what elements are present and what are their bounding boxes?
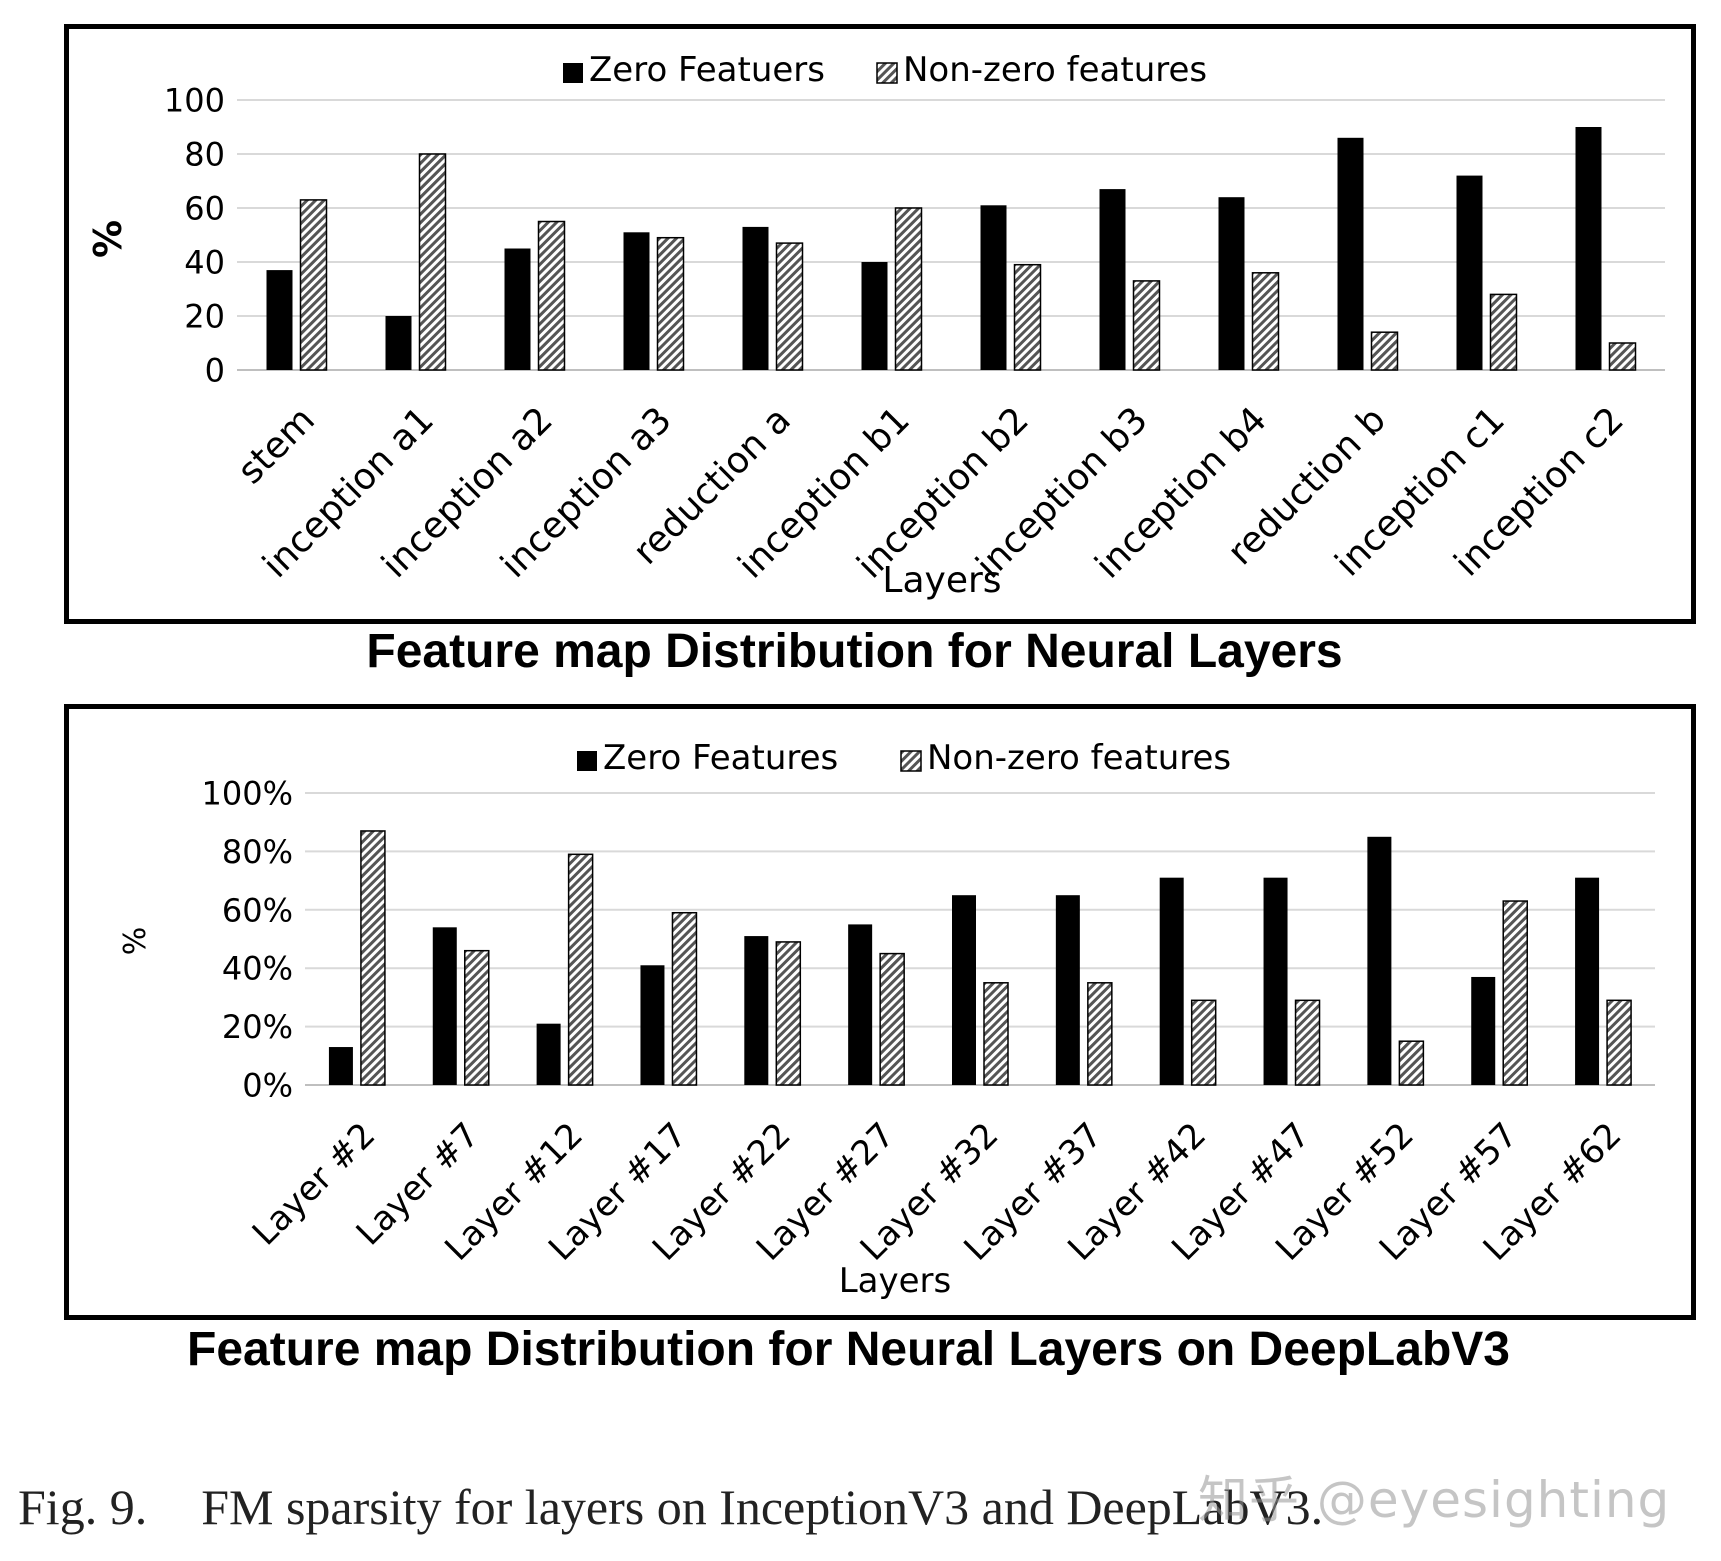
inception-legend-label-zero: Zero Featuers: [589, 50, 825, 90]
deeplab-bar-nonzero: [1398, 1040, 1425, 1086]
chart-panel-inception: 0 20 40 60 80 100% stem inception a1 inception a…: [64, 24, 1696, 624]
deeplab-bar-nonzero: [567, 853, 594, 1086]
inception-legend-label-nonzero: Non-zero features: [903, 50, 1207, 90]
inception-legend-swatch-zero: [563, 63, 583, 83]
inception-y-tick-label: 20: [184, 298, 225, 336]
inception-bar-zero: [980, 205, 1007, 370]
deeplab-y-tick-label: 20%: [222, 1008, 293, 1046]
deeplab-bar-nonzero: [1190, 999, 1217, 1086]
inception-x-tick-label: stem: [230, 399, 323, 492]
deeplab-bar-zero: [848, 924, 873, 1085]
deeplab-legend-swatch-zero: [577, 751, 597, 771]
deeplab-bar-nonzero: [464, 949, 490, 1086]
chart-title-deeplab: Feature map Distribution for Neural Laye…: [187, 1323, 1510, 1376]
inception-bar-nonzero: [418, 153, 447, 371]
inception-bar-nonzero: [656, 236, 685, 371]
deeplab-y-axis-label: %: [118, 927, 153, 956]
figure-caption: Fig. 9. FM sparsity for layers on Incepti…: [18, 1478, 1323, 1536]
inception-y-tick-label: 0: [205, 352, 225, 390]
deeplab-legend-label-zero: Zero Features: [603, 738, 838, 778]
inception-bar-nonzero: [1370, 331, 1399, 371]
deeplab-bar-zero: [328, 1047, 353, 1085]
inception-bar-zero: [742, 226, 769, 370]
inception-y-tick-label: 60: [184, 190, 225, 228]
deeplab-bar-zero: [432, 927, 457, 1085]
deeplab-bar-zero: [1471, 976, 1496, 1085]
inception-y-tick-label: 80: [184, 136, 225, 174]
deeplab-bar-zero: [1367, 836, 1392, 1085]
inception-bar-nonzero: [1251, 272, 1280, 371]
inception-legend-swatch-nonzero: [876, 62, 898, 84]
deeplab-bar-nonzero: [671, 911, 698, 1086]
deeplab-bar-nonzero: [1502, 900, 1528, 1086]
chart-panel-deeplab: 0% 20% 40% 60% 80% 100%% Layer #2 Layer #7 Layer…: [64, 704, 1696, 1320]
inception-bar-nonzero: [537, 220, 566, 371]
inception-bar-zero: [1218, 197, 1245, 370]
deeplab-bar-nonzero: [360, 830, 386, 1086]
deeplab-bar-nonzero: [775, 941, 802, 1086]
inception-bar-nonzero: [1489, 293, 1518, 371]
deeplab-y-tick-label: 80%: [222, 833, 293, 871]
deeplab-bar-zero: [640, 965, 665, 1085]
deeplab-bar-zero: [744, 936, 769, 1085]
inception-y-tick-label: 40: [184, 244, 225, 282]
deeplab-y-tick-label: 0%: [242, 1067, 293, 1105]
inception-bar-nonzero: [894, 207, 923, 371]
deeplab-bar-nonzero: [1087, 982, 1113, 1086]
chart-title-inception: Feature map Distribution for Neural Laye…: [366, 625, 1343, 678]
deeplab-bar-zero: [1055, 895, 1080, 1085]
deeplab-y-tick-label: 60%: [222, 891, 293, 929]
figure-caption-text: FM sparsity for layers on InceptionV3 an…: [201, 1479, 1324, 1535]
inception-bar-nonzero: [775, 242, 804, 371]
inception-bar-zero: [266, 270, 293, 370]
deeplab-bar-zero: [1159, 877, 1184, 1085]
inception-bar-zero: [1575, 127, 1602, 370]
inception-bar-zero: [1337, 137, 1364, 370]
figure-number: Fig. 9.: [18, 1479, 148, 1535]
inception-bar-zero: [385, 316, 412, 370]
deeplab-bar-zero: [952, 895, 976, 1085]
deeplab-bar-zero: [1575, 877, 1600, 1085]
inception-bar-nonzero: [1608, 342, 1637, 371]
deeplab-x-axis-label: Layers: [839, 1261, 952, 1301]
deeplab-bar-zero: [1263, 877, 1288, 1085]
deeplab-bar-nonzero: [983, 982, 1009, 1086]
inception-bar-nonzero: [299, 199, 328, 371]
deeplab-bar-nonzero: [1294, 999, 1321, 1086]
deeplab-bar-zero: [536, 1023, 561, 1085]
inception-bar-zero: [623, 232, 650, 370]
inception-bar-nonzero: [1132, 280, 1161, 371]
deeplab-y-tick-label: 100%: [202, 775, 293, 813]
deeplab-y-tick-label: 40%: [222, 950, 293, 988]
deeplab-bar-nonzero: [1606, 999, 1632, 1086]
deeplab-legend-swatch-nonzero: [900, 750, 922, 772]
inception-y-tick-label: 100: [164, 82, 225, 120]
deeplab-legend-label-nonzero: Non-zero features: [927, 738, 1231, 778]
inception-bar-zero: [1456, 175, 1483, 370]
inception-bar-zero: [1099, 189, 1126, 370]
watermark-text: 知乎 @eyesighting: [1198, 1471, 1671, 1529]
inception-y-axis-label: %: [86, 220, 130, 258]
inception-bar-zero: [504, 248, 531, 370]
inception-bar-zero: [861, 262, 888, 370]
inception-bar-nonzero: [1013, 263, 1042, 371]
inception-x-axis-label: Layers: [882, 560, 1001, 601]
deeplab-bar-nonzero: [879, 952, 905, 1086]
